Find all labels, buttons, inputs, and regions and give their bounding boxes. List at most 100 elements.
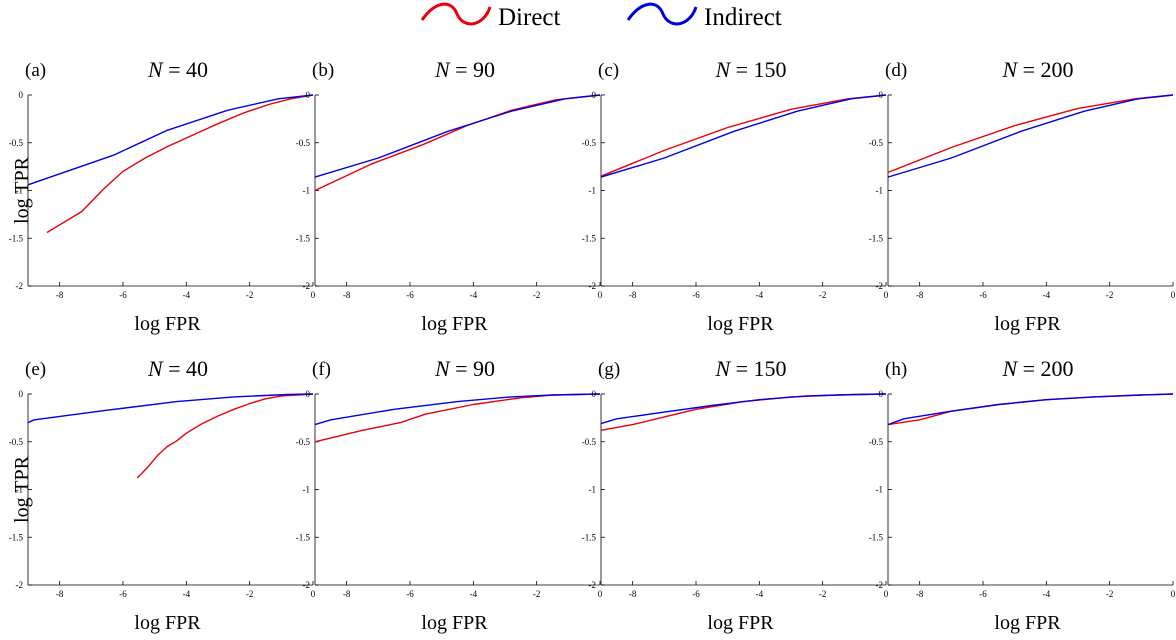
legend-swatch-indirect	[626, 2, 698, 26]
x-tick-label: -2	[246, 589, 254, 599]
y-tick-label: -1.5	[9, 532, 24, 542]
panel-title-value: = 90	[450, 57, 495, 82]
panel-title-variable: N	[147, 57, 164, 82]
y-tick-label: -1.5	[296, 233, 311, 243]
x-axis-label: log FPR	[134, 612, 201, 634]
x-tick-label: -2	[819, 589, 827, 599]
y-axis-label: log TPR	[11, 156, 33, 224]
x-tick-label: 0	[1171, 290, 1176, 300]
x-tick-label: -2	[1106, 589, 1114, 599]
x-axis-label: log FPR	[994, 313, 1061, 335]
panel-title-value: = 90	[450, 356, 495, 381]
panel-title-value: = 200	[1017, 57, 1073, 82]
series-line-direct	[887, 393, 1174, 426]
x-axis-label: log FPR	[707, 313, 774, 335]
panel-label: (c)	[598, 60, 619, 81]
series-line-indirect	[887, 94, 1174, 178]
y-tick-label: -0.5	[296, 138, 311, 148]
y-tick-label: -0.5	[9, 437, 24, 447]
y-tick-label: 0	[592, 90, 597, 100]
y-tick-label: -0.5	[582, 437, 597, 447]
y-tick-label: -1	[589, 186, 597, 196]
legend-label-indirect: Indirect	[704, 4, 782, 31]
series-line-direct	[887, 94, 1174, 174]
y-tick-label: -1	[303, 186, 311, 196]
x-tick-label: -6	[692, 290, 700, 300]
series-line-direct	[600, 393, 887, 431]
x-tick-label: -8	[916, 290, 924, 300]
x-tick-label: 0	[311, 589, 316, 599]
series-line-indirect	[27, 393, 314, 424]
series-line-direct	[136, 393, 314, 479]
series-line-indirect	[27, 94, 314, 186]
y-tick-label: -0.5	[869, 138, 884, 148]
y-tick-label: -2	[589, 281, 597, 291]
x-tick-label: -6	[979, 589, 987, 599]
y-tick-label: -1.5	[869, 233, 884, 243]
y-axis-label: log TPR	[11, 455, 33, 523]
x-tick-label: -8	[916, 589, 924, 599]
x-tick-label: -2	[819, 290, 827, 300]
y-tick-label: -1.5	[582, 233, 597, 243]
x-tick-label: -6	[692, 589, 700, 599]
y-tick-label: -1	[589, 485, 597, 495]
y-tick-label: -1	[303, 485, 311, 495]
y-tick-label: -0.5	[296, 437, 311, 447]
panel-title-value: = 200	[1017, 356, 1073, 381]
panel-label: (g)	[598, 359, 620, 380]
y-tick-label: -2	[303, 281, 311, 291]
x-tick-label: -4	[1043, 290, 1051, 300]
series-line-indirect	[314, 393, 601, 426]
x-tick-label: 0	[884, 589, 889, 599]
series-line-direct	[46, 94, 314, 234]
y-tick-label: -2	[16, 580, 24, 590]
panel-title-variable: N	[147, 356, 164, 381]
panel-title: N = 150	[714, 57, 786, 82]
panel-title-value: = 40	[163, 57, 208, 82]
panel-title-variable: N	[434, 356, 451, 381]
x-tick-label: -8	[629, 589, 637, 599]
panel-title-variable: N	[714, 356, 731, 381]
x-tick-label: -8	[629, 290, 637, 300]
x-tick-label: 0	[598, 290, 603, 300]
panel-title-variable: N	[1001, 57, 1018, 82]
panel-title-value: = 150	[730, 57, 786, 82]
panel-label: (a)	[25, 60, 46, 81]
x-axis-label: log FPR	[707, 612, 774, 634]
x-tick-label: -4	[1043, 589, 1051, 599]
panel-title-variable: N	[1001, 356, 1018, 381]
y-tick-label: -0.5	[9, 138, 24, 148]
series-line-indirect	[314, 94, 601, 178]
series-line-indirect	[600, 393, 887, 425]
x-axis-label: log FPR	[994, 612, 1061, 634]
panel-title: N = 40	[147, 356, 208, 381]
x-tick-label: -4	[470, 290, 478, 300]
y-tick-label: -1.5	[296, 532, 311, 542]
panel-label: (b)	[312, 60, 334, 81]
panel-label: (e)	[25, 359, 46, 380]
panel-title-value: = 150	[730, 356, 786, 381]
y-tick-label: -1.5	[869, 532, 884, 542]
y-tick-label: 0	[19, 389, 24, 399]
panel-title-variable: N	[434, 57, 451, 82]
x-tick-label: -8	[343, 589, 351, 599]
legend-label-direct: Direct	[498, 4, 561, 31]
panel-title: N = 200	[1001, 356, 1073, 381]
y-tick-label: -0.5	[582, 138, 597, 148]
series-line-direct	[314, 94, 601, 192]
y-tick-label: 0	[19, 90, 24, 100]
panel-title: N = 90	[434, 356, 495, 381]
x-tick-label: 0	[598, 589, 603, 599]
legend: Direct Indirect	[420, 2, 782, 31]
legend-entry-direct: Direct	[420, 2, 561, 31]
series-line-indirect	[887, 393, 1174, 426]
y-tick-label: -2	[303, 580, 311, 590]
x-tick-label: -2	[533, 290, 541, 300]
